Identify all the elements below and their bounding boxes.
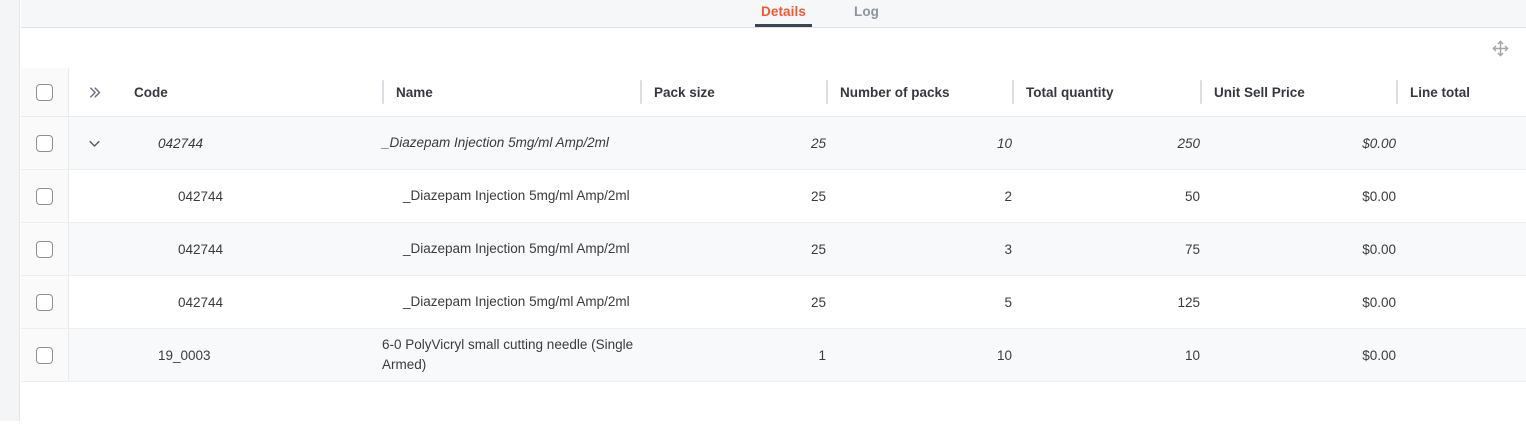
row-select-cell — [21, 222, 69, 276]
column-header-code[interactable]: Code — [120, 68, 382, 117]
row-checkbox[interactable] — [35, 240, 53, 258]
cell-name: _Diazepam Injection 5mg/ml Amp/2ml — [382, 222, 640, 276]
tab-list: Details Log — [737, 0, 903, 28]
cell-pack-size: 1 — [640, 328, 826, 382]
row-checkbox[interactable] — [35, 293, 53, 311]
cell-pack-size: 25 — [640, 169, 826, 223]
double-chevron-right-icon[interactable] — [81, 79, 107, 105]
table-bottom-spacer — [21, 382, 1526, 430]
table-row[interactable]: 042744 _Diazepam Injection 5mg/ml Amp/2m… — [21, 116, 1526, 170]
cell-code: 042744 — [120, 275, 382, 329]
column-header-total-quantity[interactable]: Total quantity — [1012, 68, 1200, 117]
cell-number-of-packs: 2 — [826, 169, 1012, 223]
cell-pack-size: 25 — [640, 275, 826, 329]
cell-name: _Diazepam Injection 5mg/ml Amp/2ml — [382, 169, 640, 223]
column-header-number-of-packs[interactable]: Number of packs — [826, 68, 1012, 117]
cell-pack-size: 25 — [640, 116, 826, 170]
cell-code: 042744 — [120, 116, 382, 170]
row-select-cell — [21, 328, 69, 382]
row-checkbox[interactable] — [35, 134, 53, 152]
cell-number-of-packs: 3 — [826, 222, 1012, 276]
details-panel: Details Log — [0, 0, 1526, 421]
cell-unit-sell-price: $0.00 — [1200, 328, 1396, 382]
line-items-table: Code Name Pack size Number of packs Tota… — [21, 68, 1526, 382]
select-all-header — [21, 68, 69, 117]
table-row[interactable]: 042744 _Diazepam Injection 5mg/ml Amp/2m… — [21, 275, 1526, 329]
cell-pack-size: 25 — [640, 222, 826, 276]
cell-unit-sell-price: $0.00 — [1200, 222, 1396, 276]
cell-number-of-packs: 10 — [826, 328, 1012, 382]
cell-total-quantity: 50 — [1012, 169, 1200, 223]
table-toolbar — [21, 28, 1526, 68]
cell-total-quantity: 250 — [1012, 116, 1200, 170]
cell-line-total — [1396, 169, 1526, 223]
table-row[interactable]: 042744 _Diazepam Injection 5mg/ml Amp/2m… — [21, 169, 1526, 223]
cell-line-total — [1396, 116, 1526, 170]
cell-total-quantity: 10 — [1012, 328, 1200, 382]
row-expand-cell — [68, 116, 120, 170]
tab-details[interactable]: Details — [737, 0, 830, 27]
tab-log[interactable]: Log — [853, 4, 880, 19]
cell-code: 19_0003 — [120, 328, 382, 382]
cell-total-quantity: 125 — [1012, 275, 1200, 329]
column-header-unit-sell-price[interactable]: Unit Sell Price — [1200, 68, 1396, 117]
cell-line-total — [1396, 275, 1526, 329]
cell-unit-sell-price: $0.00 — [1200, 169, 1396, 223]
cell-line-total — [1396, 328, 1526, 382]
cell-unit-sell-price: $0.00 — [1200, 116, 1396, 170]
row-expand-cell — [68, 275, 120, 329]
table-row[interactable]: 042744 _Diazepam Injection 5mg/ml Amp/2m… — [21, 222, 1526, 276]
table-header-row: Code Name Pack size Number of packs Tota… — [21, 68, 1526, 117]
row-checkbox[interactable] — [35, 187, 53, 205]
select-all-checkbox[interactable] — [35, 83, 53, 101]
chevron-down-icon[interactable] — [81, 130, 107, 156]
row-select-cell — [21, 275, 69, 329]
expand-all-header — [68, 68, 120, 117]
cell-line-total — [1396, 222, 1526, 276]
row-expand-cell — [68, 222, 120, 276]
cell-number-of-packs: 5 — [826, 275, 1012, 329]
cell-unit-sell-price: $0.00 — [1200, 275, 1396, 329]
cell-code: 042744 — [120, 222, 382, 276]
table-row[interactable]: 19_0003 6-0 PolyVicryl small cutting nee… — [21, 328, 1526, 382]
row-select-cell — [21, 116, 69, 170]
cell-name: 6-0 PolyVicryl small cutting needle (Sin… — [382, 328, 640, 382]
cell-name: _Diazepam Injection 5mg/ml Amp/2ml — [382, 116, 640, 170]
cell-total-quantity: 75 — [1012, 222, 1200, 276]
table-body: 042744 _Diazepam Injection 5mg/ml Amp/2m… — [21, 116, 1526, 382]
row-checkbox[interactable] — [35, 346, 53, 364]
tab-bar: Details Log — [21, 0, 1526, 28]
line-items-table-wrapper: Code Name Pack size Number of packs Tota… — [21, 68, 1526, 430]
move-four-arrows-icon[interactable] — [1488, 36, 1512, 60]
column-header-name[interactable]: Name — [382, 68, 640, 117]
cell-number-of-packs: 10 — [826, 116, 1012, 170]
column-header-pack-size[interactable]: Pack size — [640, 68, 826, 117]
row-select-cell — [21, 169, 69, 223]
cell-code: 042744 — [120, 169, 382, 223]
left-gutter — [0, 0, 20, 421]
row-expand-cell — [68, 328, 120, 382]
row-expand-cell — [68, 169, 120, 223]
content-area: Details Log — [21, 0, 1526, 430]
cell-name: _Diazepam Injection 5mg/ml Amp/2ml — [382, 275, 640, 329]
table-header: Code Name Pack size Number of packs Tota… — [21, 68, 1526, 117]
column-header-line-total[interactable]: Line total — [1396, 68, 1526, 117]
